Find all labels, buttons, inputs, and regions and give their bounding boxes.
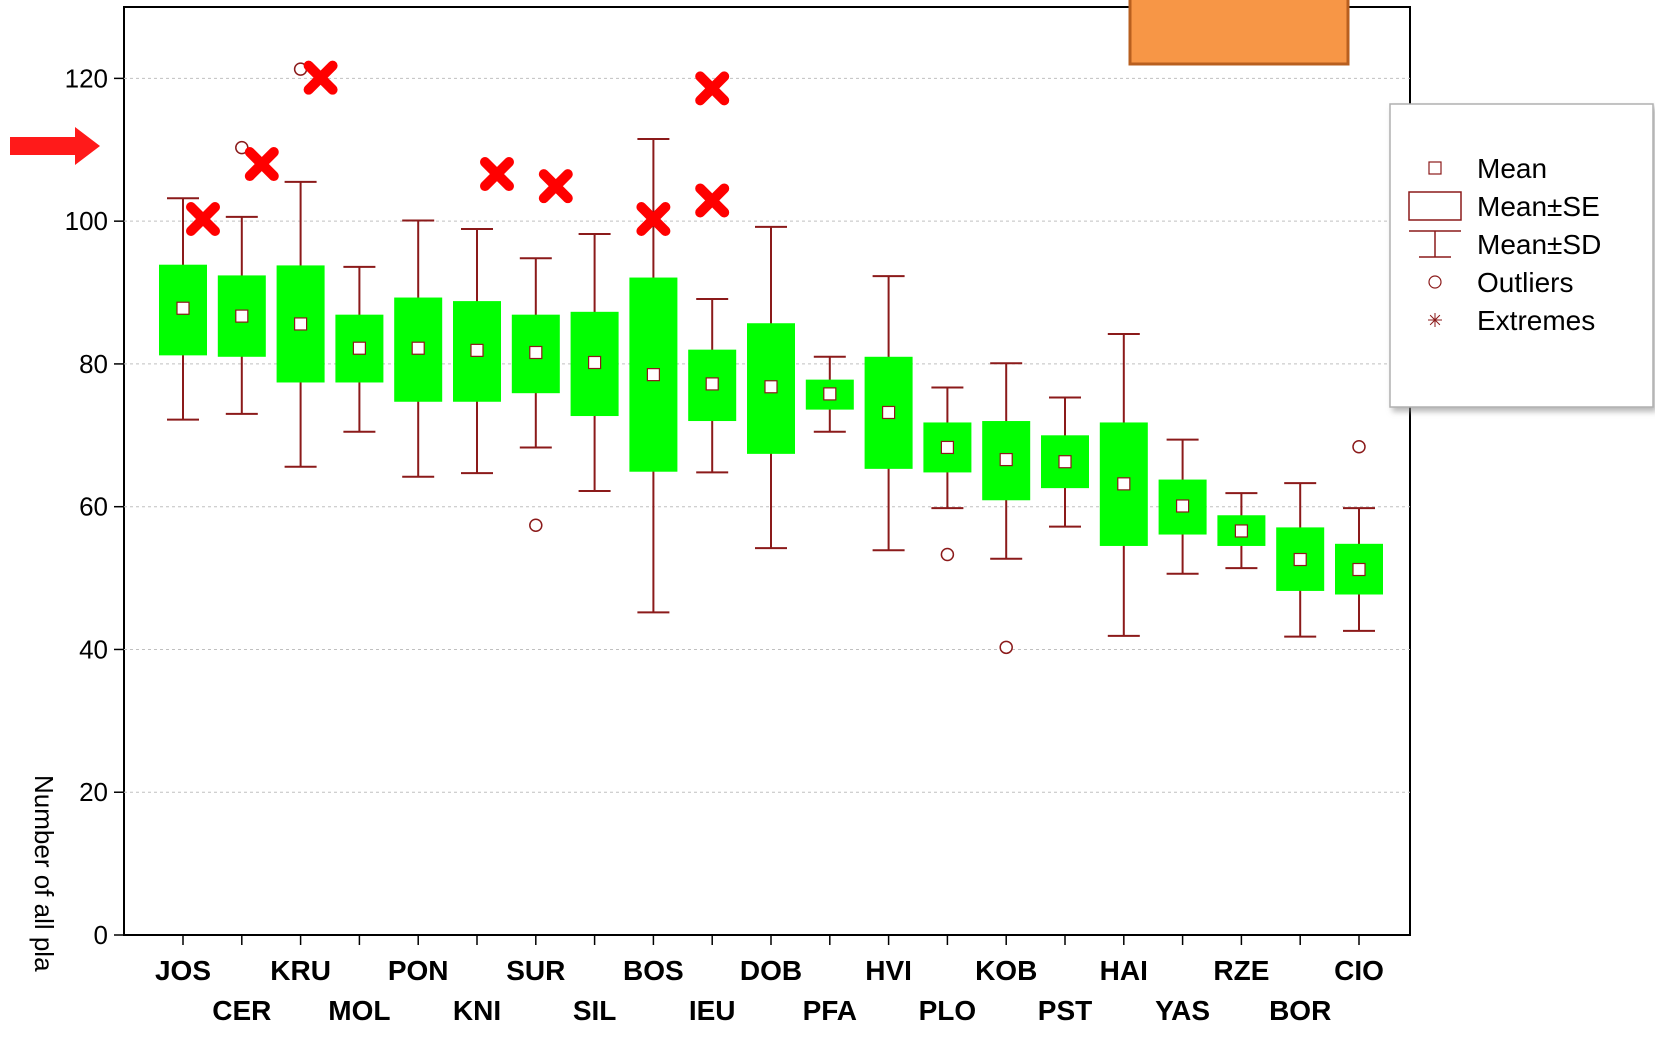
mean-marker <box>764 380 778 394</box>
category-label: HVI <box>865 955 912 986</box>
x-stroke <box>695 71 730 106</box>
y-tick-label: 0 <box>94 920 108 950</box>
category-label: PST <box>1038 995 1092 1026</box>
category-label: DOB <box>740 955 802 986</box>
category-label: KOB <box>975 955 1037 986</box>
x-stroke <box>244 147 279 182</box>
plot-frame <box>123 6 1411 936</box>
legend-label: Mean±SD <box>1477 229 1601 260</box>
mean-marker <box>823 387 837 401</box>
x-stroke <box>636 202 671 237</box>
category-label: PON <box>388 955 449 986</box>
category-label: MOL <box>328 995 390 1026</box>
x-stroke <box>303 60 338 95</box>
x-stroke <box>186 202 220 237</box>
orange-box-annotation <box>1128 0 1350 66</box>
category-label: PLO <box>919 995 977 1026</box>
mean-marker <box>1234 524 1249 538</box>
category-label: KNI <box>453 995 501 1026</box>
y-tick-label: 80 <box>79 349 108 379</box>
mean-marker <box>646 368 661 382</box>
legend: Mean Mean±SE Mean±SD Outliers Extremes <box>1389 103 1654 408</box>
mean-marker <box>705 377 719 391</box>
mean-marker <box>294 317 308 331</box>
legend-item-square: Mean <box>1428 153 1547 184</box>
category-label: HAI <box>1100 955 1148 986</box>
category-label: BOS <box>623 955 684 986</box>
legend-box-icon <box>1408 191 1462 221</box>
y-axis-ticks: 0 20 40 60 80 100 120 <box>65 63 124 950</box>
mean-marker <box>1175 499 1190 513</box>
x-stroke <box>538 169 573 204</box>
red-x-icon <box>695 71 730 106</box>
category-label: SUR <box>506 955 565 986</box>
highlight-x-markers <box>186 60 730 237</box>
mean-marker <box>1058 455 1072 469</box>
legend-label: Outliers <box>1477 267 1573 298</box>
legend-item-box: Mean±SE <box>1408 191 1600 222</box>
mean-marker <box>352 341 366 355</box>
mean-marker <box>1293 552 1307 567</box>
y-tick-label: 120 <box>65 63 108 93</box>
y-tick-label: 20 <box>79 777 108 807</box>
red-x-icon <box>538 169 573 204</box>
mean-marker <box>999 452 1013 467</box>
mean-marker <box>1117 477 1131 491</box>
mean-marker <box>176 301 190 315</box>
mean-marker <box>411 341 425 355</box>
legend-item-whisker: Mean±SD <box>1409 229 1601 260</box>
category-label: JOS <box>155 955 211 986</box>
mean-marker <box>587 355 602 370</box>
category-label: SIL <box>573 995 617 1026</box>
x-stroke <box>480 157 514 192</box>
legend-circle-icon <box>1428 275 1442 289</box>
category-label: CIO <box>1334 955 1384 986</box>
category-label: YAS <box>1155 995 1210 1026</box>
legend-label: Mean±SE <box>1477 191 1600 222</box>
legend-asterisk-icon <box>1429 314 1441 326</box>
red-x-icon <box>695 183 730 218</box>
red-x-icon <box>480 157 514 192</box>
x-stroke <box>695 183 730 218</box>
legend-label: Mean <box>1477 153 1547 184</box>
category-labels: JOSCERKRUMOLPONKNISURSILBOSIEUDOBPFAHVIP… <box>155 955 1384 1026</box>
mean-marker <box>529 345 543 360</box>
mean-marker <box>470 343 484 357</box>
mean-markers <box>176 301 1366 577</box>
mean-marker <box>881 405 896 420</box>
legend-square-icon <box>1428 161 1442 175</box>
red-arrow-icon <box>10 127 100 165</box>
red-x-icon <box>186 202 220 237</box>
legend-item-circle: Outliers <box>1428 267 1573 298</box>
y-tick-label: 100 <box>65 206 108 236</box>
red-x-icon <box>303 60 338 95</box>
outlier-marker <box>999 640 1013 655</box>
y-axis-label: Number of all pla <box>29 775 59 972</box>
outlier-marker <box>940 547 955 562</box>
mean-marker <box>1352 562 1366 577</box>
outlier-markers <box>235 62 1366 655</box>
outlier-marker <box>1352 439 1366 454</box>
red-x-icon <box>244 147 279 182</box>
category-label: IEU <box>689 995 736 1026</box>
y-tick-label: 60 <box>79 492 108 522</box>
category-label: PFA <box>803 995 857 1026</box>
x-axis-ticks <box>182 935 1360 945</box>
y-tick-label: 40 <box>79 634 108 664</box>
category-label: RZE <box>1213 955 1269 986</box>
outlier-marker <box>529 518 543 533</box>
legend-item-asterisk: Extremes <box>1428 305 1595 336</box>
legend-label: Extremes <box>1477 305 1595 336</box>
mean-marker <box>940 440 955 455</box>
category-label: BOR <box>1269 995 1331 1026</box>
category-label: KRU <box>270 955 331 986</box>
mean-marker <box>235 309 249 323</box>
category-label: CER <box>212 995 271 1026</box>
red-x-icon <box>636 202 671 237</box>
